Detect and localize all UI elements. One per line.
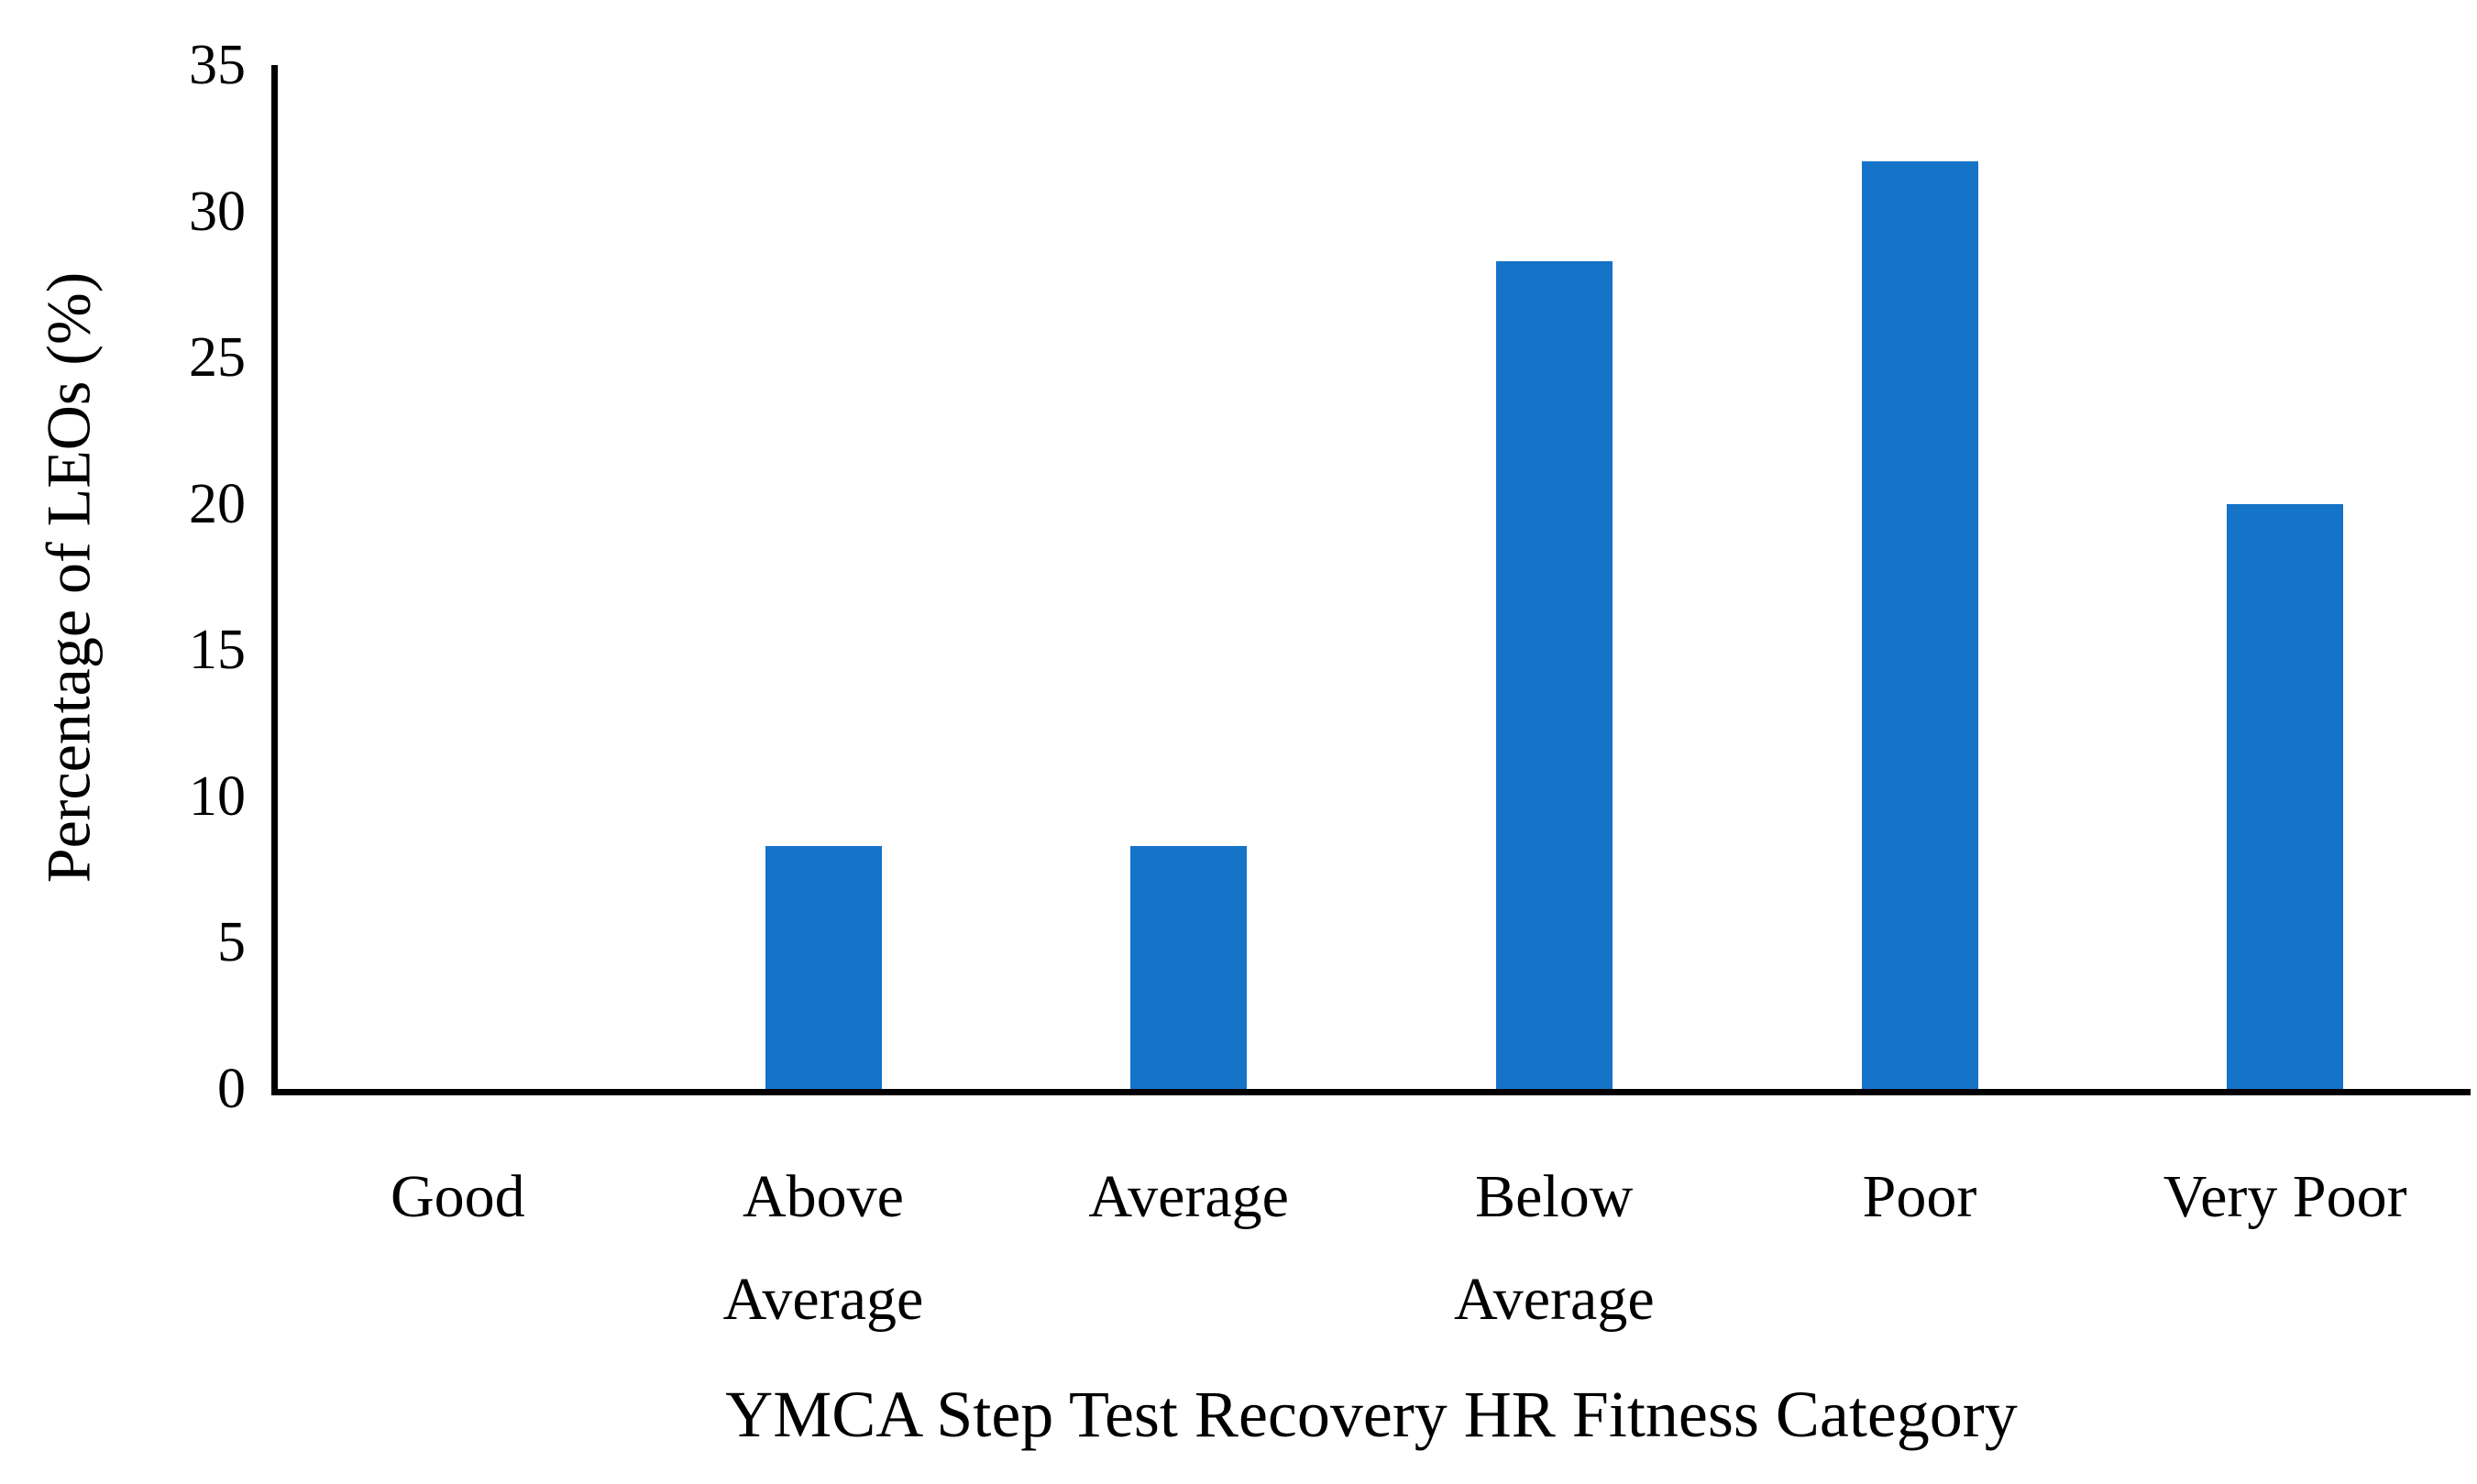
x-tick-label-line: Above [743,1163,904,1230]
x-tick-label-below-average: Below Average [1371,1146,1737,1351]
y-tick-label-20: 20 [189,472,246,535]
x-tick-label-line: Very Poor [2163,1163,2407,1230]
x-axis-line [271,1089,2471,1095]
y-tick-label-0: 0 [217,1058,246,1120]
bar-average [1130,846,1248,1089]
y-tick-label-35: 35 [189,34,246,96]
x-tick-label-good: Good [275,1146,641,1248]
x-axis-title: YMCA Step Test Recovery HR Fitness Categ… [725,1378,2018,1451]
y-tick-label-5: 5 [217,911,246,974]
x-tick-label-very-poor: Very Poor [2102,1146,2468,1248]
y-tick-label-30: 30 [189,180,246,243]
y-tick-label-10: 10 [189,764,246,828]
x-tick-label-line: Average [1454,1266,1655,1333]
y-tick-label-25: 25 [189,326,246,390]
x-tick-label-above-average: Above Average [641,1146,1007,1351]
y-axis-title: Percentage of LEOs (%) [33,271,104,884]
x-tick-label-line: Average [1088,1163,1289,1230]
x-tick-label-line: Below [1475,1163,1634,1230]
bar-below-average [1495,260,1613,1089]
x-tick-label-line: Poor [1862,1163,1977,1230]
plot-area [275,65,2468,1089]
x-tick-label-poor: Poor [1737,1146,2103,1248]
bar-very-poor [2227,503,2344,1089]
x-tick-label-line: Average [722,1266,924,1333]
y-axis-line [271,65,278,1095]
x-tick-label-line: Good [390,1163,525,1230]
y-tick-label-15: 15 [189,619,246,682]
bar-poor [1861,161,1978,1089]
x-tick-label-average: Average [1006,1146,1371,1248]
bar-above-average [765,846,882,1089]
